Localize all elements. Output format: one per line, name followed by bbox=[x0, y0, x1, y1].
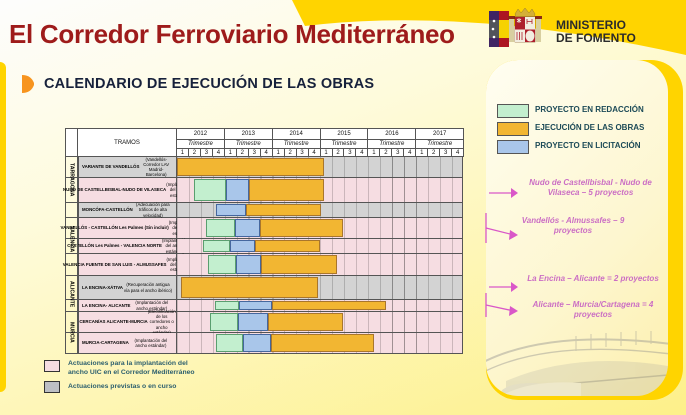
svg-text:DE FOMENTO: DE FOMENTO bbox=[556, 31, 636, 45]
svg-text:MINISTERIO: MINISTERIO bbox=[556, 18, 626, 32]
